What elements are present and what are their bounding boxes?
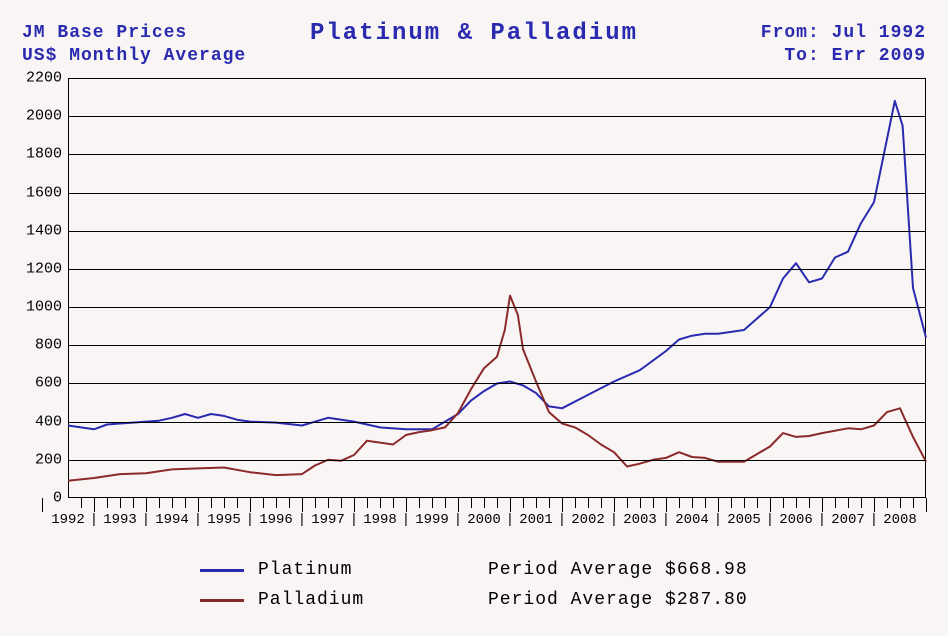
legend-avg-platinum: Period Average $668.98 [488, 560, 748, 580]
x-tick-label: 1993 [103, 512, 137, 528]
x-tick-label: 2002 [571, 512, 605, 528]
date-to: To: Err 2009 [761, 45, 926, 68]
legend-swatch-platinum [200, 569, 244, 572]
chart-container: JM Base Prices US$ Monthly Average Plati… [0, 0, 948, 636]
y-tick-label: 400 [35, 413, 68, 430]
gridline [68, 460, 926, 461]
date-from: From: Jul 1992 [761, 22, 926, 45]
gridline [68, 422, 926, 423]
y-tick-label: 2200 [26, 70, 68, 87]
legend-label-platinum: Platinum [258, 560, 488, 580]
y-tick-label: 200 [35, 451, 68, 468]
legend-row-palladium: Palladium Period Average $287.80 [200, 590, 900, 610]
y-tick-label: 1400 [26, 222, 68, 239]
gridline [68, 383, 926, 384]
y-tick-label: 2000 [26, 108, 68, 125]
legend: Platinum Period Average $668.98 Palladiu… [200, 560, 900, 620]
x-tick-label: 2000 [467, 512, 501, 528]
legend-row-platinum: Platinum Period Average $668.98 [200, 560, 900, 580]
x-tick-label: 1994 [155, 512, 189, 528]
y-tick-label: 1600 [26, 184, 68, 201]
x-tick-label: 2008 [883, 512, 917, 528]
gridline [68, 116, 926, 117]
header-right: From: Jul 1992 To: Err 2009 [761, 22, 926, 67]
series-palladium [68, 296, 926, 481]
gridline [68, 307, 926, 308]
x-tick-label: 2001 [519, 512, 553, 528]
gridline [68, 345, 926, 346]
gridline [68, 193, 926, 194]
y-tick-label: 600 [35, 375, 68, 392]
header-subtitle-2: US$ Monthly Average [22, 45, 246, 68]
legend-label-palladium: Palladium [258, 590, 488, 610]
x-tick-label: 2006 [779, 512, 813, 528]
x-axis: 1992|1993|1994|1995|1996|1997|1998|1999|… [68, 498, 926, 538]
x-tick-label: 1996 [259, 512, 293, 528]
x-tick-label: 1997 [311, 512, 345, 528]
gridline [68, 154, 926, 155]
gridline [68, 269, 926, 270]
plot-area: 0200400600800100012001400160018002000220… [68, 78, 926, 498]
gridline [68, 231, 926, 232]
series-platinum [68, 101, 926, 429]
x-tick-label: 1992 [51, 512, 85, 528]
x-tick-label: 2005 [727, 512, 761, 528]
legend-avg-palladium: Period Average $287.80 [488, 590, 748, 610]
x-tick-label: 2007 [831, 512, 865, 528]
y-tick-label: 1800 [26, 146, 68, 163]
x-tick-label: 2003 [623, 512, 657, 528]
line-series [68, 78, 926, 498]
x-tick-label: 1998 [363, 512, 397, 528]
y-tick-label: 0 [53, 490, 68, 507]
y-tick-label: 800 [35, 337, 68, 354]
x-tick-label: 1999 [415, 512, 449, 528]
x-tick-label: 2004 [675, 512, 709, 528]
legend-swatch-palladium [200, 599, 244, 602]
y-tick-label: 1000 [26, 299, 68, 316]
x-tick-label: 1995 [207, 512, 241, 528]
y-tick-label: 1200 [26, 260, 68, 277]
